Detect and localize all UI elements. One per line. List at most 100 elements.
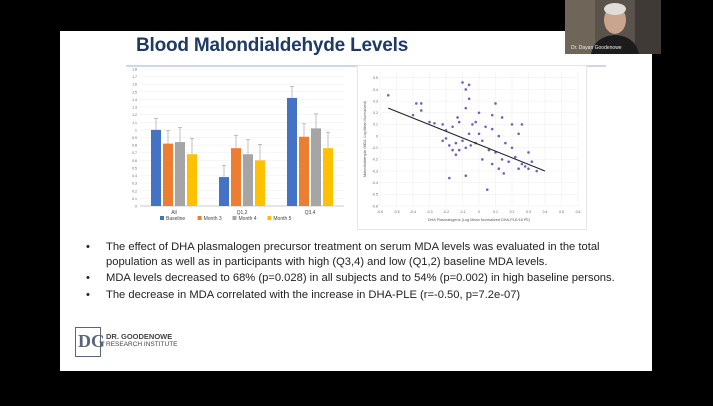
x-tick-label: 0.5 xyxy=(559,210,564,214)
data-point xyxy=(514,155,517,159)
bullet-item: • The decrease in MDA correlated with th… xyxy=(82,288,637,303)
data-point xyxy=(507,160,510,164)
institute-logo: DG DR. GOODENOWE RESEARCH INSTITUTE xyxy=(75,327,185,359)
bar xyxy=(243,154,253,206)
data-point xyxy=(477,132,481,136)
data-point xyxy=(419,102,423,105)
data-point xyxy=(523,165,527,168)
bar xyxy=(231,148,241,206)
legend-label: Baseline xyxy=(166,216,185,222)
y-tick-label: 0.4 xyxy=(132,174,137,178)
data-point xyxy=(510,146,514,150)
y-tick-label: 0.3 xyxy=(373,99,378,103)
data-point xyxy=(527,151,530,154)
data-point xyxy=(500,116,504,119)
legend-label: Month 3 xyxy=(204,216,222,222)
y-tick-label: 0.2 xyxy=(373,111,378,115)
data-point xyxy=(535,169,539,173)
y-tick-label: -0.1 xyxy=(372,146,378,150)
bullet-dot: • xyxy=(86,241,90,253)
data-point xyxy=(444,137,448,140)
logo-monogram: DG xyxy=(78,331,105,351)
data-point xyxy=(461,139,464,143)
y-tick-label: -0.3 xyxy=(372,169,378,173)
data-point xyxy=(502,172,506,175)
data-point xyxy=(415,102,418,105)
data-point xyxy=(467,97,471,101)
data-point xyxy=(484,125,487,129)
data-point xyxy=(433,121,436,125)
data-point xyxy=(527,167,530,171)
scatter-chart-svg: -0.6 -0.5 -0.4 -0.3 -0.2 -0.1 0 0.1 0.2 0.3 0.4 0.5… xyxy=(363,72,581,222)
x-tick-label: 0.3 xyxy=(526,210,531,214)
data-point xyxy=(517,132,520,136)
y-tick-label: 1.1 xyxy=(132,121,137,125)
y-tick-label: -0.4 xyxy=(372,181,378,185)
slide-title: Blood Malondialdehyde Levels xyxy=(136,35,409,56)
bullet-text: MDA levels decreased to 68% (p=0.028) in… xyxy=(106,272,615,285)
legend-label: Month 5 xyxy=(273,216,291,222)
bar xyxy=(299,136,309,206)
bullet-item: • MDA levels decreased to 68% (p=0.028) … xyxy=(82,271,637,286)
y-tick-label: 1.8 xyxy=(132,68,137,72)
bullet-text: The effect of DHA plasmalogen precursor … xyxy=(106,241,600,268)
x-tick-label: -0.5 xyxy=(393,210,399,214)
y-tick-label: 1.7 xyxy=(132,75,137,79)
bar xyxy=(175,142,185,206)
data-point xyxy=(530,160,534,164)
webcam-thumbnail: Dr. Dayan Goodenowe xyxy=(565,0,661,54)
data-point xyxy=(461,81,464,84)
data-point xyxy=(520,162,524,166)
data-point xyxy=(481,158,484,161)
data-point xyxy=(510,123,514,126)
x-tick-label: -0.3 xyxy=(426,210,432,214)
bar-chart: 0 0.1 0.2 0.3 0.4 0.5 0.6 0.7 0.8 0.9 1 1.1 1.2 1.3 1.… xyxy=(122,66,352,228)
data-point xyxy=(441,123,444,126)
data-point xyxy=(454,141,458,145)
y-tick-label: 0.2 xyxy=(132,189,137,193)
bullet-dot: • xyxy=(86,288,90,301)
data-point xyxy=(454,153,458,157)
y-tick-label: 0 xyxy=(376,134,378,138)
bullet-item: • The effect of DHA plasmalogen precurso… xyxy=(82,240,637,269)
data-point xyxy=(490,113,494,117)
data-point xyxy=(494,102,497,105)
data-point xyxy=(517,167,520,171)
x-tick-label: 0.4 xyxy=(543,210,548,214)
data-point xyxy=(481,139,484,143)
y-tick-label: 0.1 xyxy=(373,123,378,127)
y-tick-label: 1.6 xyxy=(132,83,137,87)
bullet-list: • The effect of DHA plasmalogen precurso… xyxy=(82,240,637,304)
data-point xyxy=(485,188,489,191)
bar xyxy=(151,129,161,206)
legend-swatch xyxy=(160,216,164,220)
legend-swatch xyxy=(232,216,237,220)
trendline xyxy=(388,107,546,172)
data-point xyxy=(467,132,471,136)
data-point xyxy=(464,174,468,178)
data-point xyxy=(467,83,471,87)
data-point xyxy=(504,141,507,145)
bar-chart-svg: 0 0.1 0.2 0.3 0.4 0.5 0.6 0.7 0.8 0.9 1 1.1 1.2 1.3 1.… xyxy=(132,68,344,222)
bullet-dot: • xyxy=(86,272,90,285)
y-tick-label: -0.2 xyxy=(372,158,378,162)
y-tick-label: 0.5 xyxy=(132,166,137,170)
y-tick-label: 0.4 xyxy=(373,88,378,92)
category-label: Q1,2 xyxy=(237,210,248,216)
data-point xyxy=(487,148,491,152)
x-tick-label: 0.6 xyxy=(576,210,581,214)
data-point xyxy=(428,120,431,124)
data-point xyxy=(457,148,461,152)
data-point xyxy=(456,116,459,119)
category-label: All xyxy=(171,210,177,216)
data-point xyxy=(520,123,524,126)
logo-line1: DR. GOODENOWE xyxy=(106,332,173,341)
y-tick-label: -0.5 xyxy=(372,193,378,197)
bar xyxy=(163,143,173,206)
y-tick-label: 1.3 xyxy=(132,106,137,110)
data-point xyxy=(448,144,451,147)
data-point xyxy=(500,158,504,161)
y-tick-label: 0.1 xyxy=(132,197,137,201)
logo-mark xyxy=(75,327,101,357)
data-point xyxy=(477,111,481,115)
